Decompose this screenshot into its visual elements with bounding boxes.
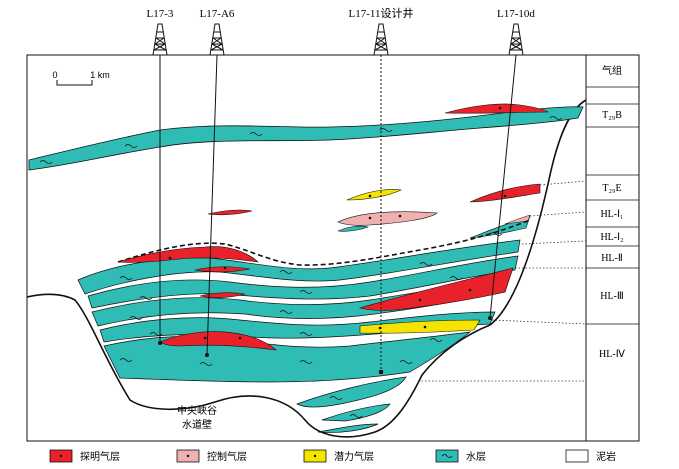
svg-text:潜力气层: 潜力气层 (334, 450, 374, 463)
scale-bar-zero: 0 (52, 70, 57, 80)
canyon-wall-outline (26, 99, 587, 438)
svg-text:探明气层: 探明气层 (80, 450, 120, 463)
water-hl-iv (103, 331, 472, 383)
legend-item-water: 水层 (435, 449, 486, 463)
formation-label-t29b: T₂₉B (602, 110, 622, 121)
potential-gas-hl-iii (359, 319, 481, 334)
proven-gas-hl-iii-small (199, 292, 246, 299)
controlled-hl-i1 (504, 214, 531, 225)
formation-label-hl-i2: HL-Ⅰ₂ (600, 232, 623, 243)
formation-label-hl-ii: HL-Ⅱ (601, 253, 623, 264)
well-l17-a6-trajectory (206, 54, 218, 356)
controlled-gas-lens (337, 211, 438, 226)
annotation-canyon-line2: 水道壁 (182, 418, 212, 431)
water-lens-hl-i1 (337, 225, 369, 232)
svg-text:控制气层: 控制气层 (207, 450, 247, 463)
svg-text:泥岩: 泥岩 (596, 450, 616, 463)
svg-text:水层: 水层 (466, 451, 486, 463)
proven-gas-hl-ii-left (117, 246, 259, 263)
legend-item-controlled-gas: 控制气层 (176, 449, 247, 463)
oil-derrick-icon (151, 23, 525, 56)
scale-bar: 0 1 km (52, 70, 110, 86)
well-label-l17-10d: L17-10d (497, 8, 535, 20)
legend: 探明气层 控制气层 潜力气层 水层 泥岩 (49, 449, 616, 463)
water-lens-lower-1 (296, 376, 407, 408)
unconformity-dashed-line (117, 219, 531, 266)
legend-item-mudstone: 泥岩 (565, 449, 616, 463)
proven-gas-hl-iv (159, 331, 277, 351)
formation-column-header: 气组 (602, 64, 622, 77)
formation-label-hl-i1: HL-Ⅰ₁ (600, 209, 623, 220)
well-l17-10d-trajectory (489, 54, 517, 319)
water-lens-lower-3 (317, 423, 379, 433)
formation-column-dividers (586, 86, 639, 325)
proven-gas-top (444, 103, 549, 114)
formation-label-hl-iv: HL-Ⅳ (599, 349, 626, 360)
formation-label-hl-iii: HL-Ⅲ (600, 291, 624, 302)
proven-gas-hl-ii-small (194, 266, 251, 273)
well-bottom-markers (158, 316, 492, 374)
water-lens-lower-2 (321, 403, 391, 422)
water-layer-top (28, 106, 584, 171)
well-label-l17-11: L17-11设计井 (349, 6, 414, 20)
gas-symbol-icons (168, 106, 507, 340)
water-tilde-icons (39, 116, 563, 418)
legend-item-proven-gas: 探明气层 (49, 449, 120, 463)
formation-label-t29e: T₂₉E (602, 183, 621, 194)
proven-gas-t29e (469, 183, 541, 203)
proven-gas-lens (207, 209, 253, 216)
well-label-l17-a6: L17-A6 (200, 8, 235, 20)
well-label-l17-3: L17-3 (147, 8, 174, 20)
legend-item-potential-gas: 潜力气层 (303, 449, 374, 463)
scale-bar-distance: 1 km (90, 70, 110, 80)
formation-column (585, 54, 640, 442)
well-trajectories (159, 54, 517, 372)
annotation-canyon-line1: 中央峡谷 (177, 404, 217, 417)
potential-gas-upper (346, 189, 403, 201)
proven-gas-hl-iii-right (358, 267, 514, 311)
